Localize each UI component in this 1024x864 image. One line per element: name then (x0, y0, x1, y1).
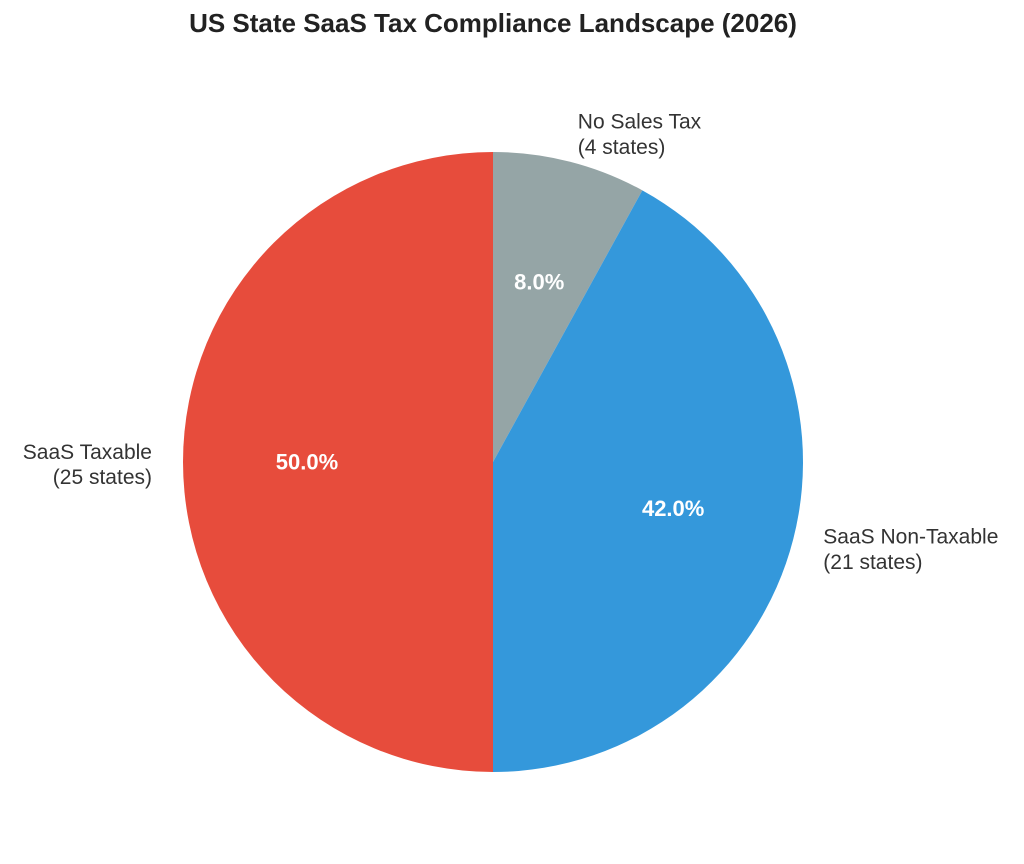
slice-label-count: (21 states) (823, 551, 922, 574)
pie-slice-saas-non-taxable (493, 190, 803, 773)
slice-label-name: No Sales Tax (578, 111, 702, 134)
chart-title: US State SaaS Tax Compliance Landscape (… (189, 8, 797, 38)
slice-label-count: (4 states) (578, 136, 666, 159)
percent-label-no-sales-tax: 8.0% (514, 269, 564, 294)
slice-label-no-sales-tax: No Sales Tax (4 states) (578, 111, 702, 159)
pie-slice-no-sales-tax (493, 152, 643, 462)
slice-label-name: SaaS Non-Taxable (823, 526, 998, 549)
slice-label-count: (25 states) (53, 466, 152, 489)
percent-label-saas-taxable: 50.0% (276, 450, 338, 475)
percent-label-saas-non-taxable: 42.0% (642, 496, 704, 521)
pie-slice-saas-taxable (183, 152, 493, 772)
slice-label-name: SaaS Taxable (23, 441, 152, 464)
slice-label-saas-taxable: SaaS Taxable (25 states) (23, 441, 152, 489)
slice-label-saas-non-taxable: SaaS Non-Taxable (21 states) (823, 526, 998, 574)
